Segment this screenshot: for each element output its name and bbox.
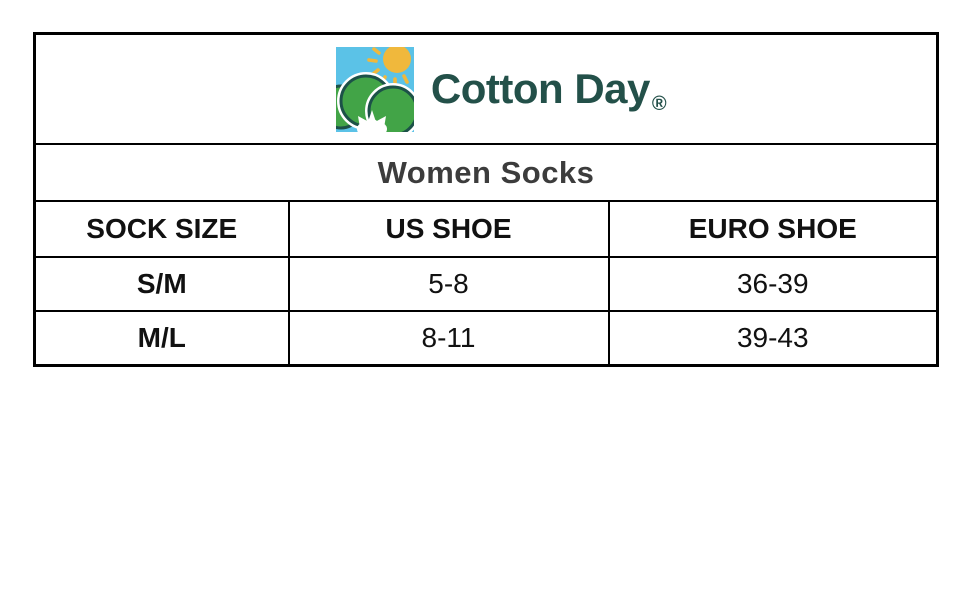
cell-us-shoe: 5-8 [287,256,610,312]
cotton-day-logo-icon [335,46,414,132]
registered-trademark: ® [651,93,667,115]
table-row: M/L 8-11 39-43 [33,310,939,367]
table-title: Women Socks [33,143,939,202]
logo-cell: Cotton Day ® [33,32,939,145]
brand-name: Cotton Day ® [430,65,667,115]
cell-sock-size: S/M [33,256,290,312]
sun-icon [382,46,411,73]
header-row: SOCK SIZE US SHOE EURO SHOE [33,200,939,258]
cotton-boll-icon [356,109,387,132]
logo-row: Cotton Day ® [33,32,939,145]
column-header-sock-size: SOCK SIZE [33,200,290,258]
column-header-us-shoe: US SHOE [287,200,610,258]
brand-name-text: Cotton Day [430,65,651,112]
table-row: S/M 5-8 36-39 [33,256,939,312]
size-chart-table: Cotton Day ® Women Socks SOCK SIZE US SHO… [33,32,940,367]
column-header-euro-shoe: EURO SHOE [607,200,939,258]
brand-logo: Cotton Day ® [50,46,950,132]
cell-euro-shoe: 39-43 [607,310,939,367]
cell-sock-size: M/L [33,310,290,367]
cell-us-shoe: 8-11 [287,310,610,367]
title-row: Women Socks [33,143,939,202]
size-chart: Cotton Day ® Women Socks SOCK SIZE US SHO… [33,32,940,367]
cell-euro-shoe: 36-39 [607,256,939,312]
